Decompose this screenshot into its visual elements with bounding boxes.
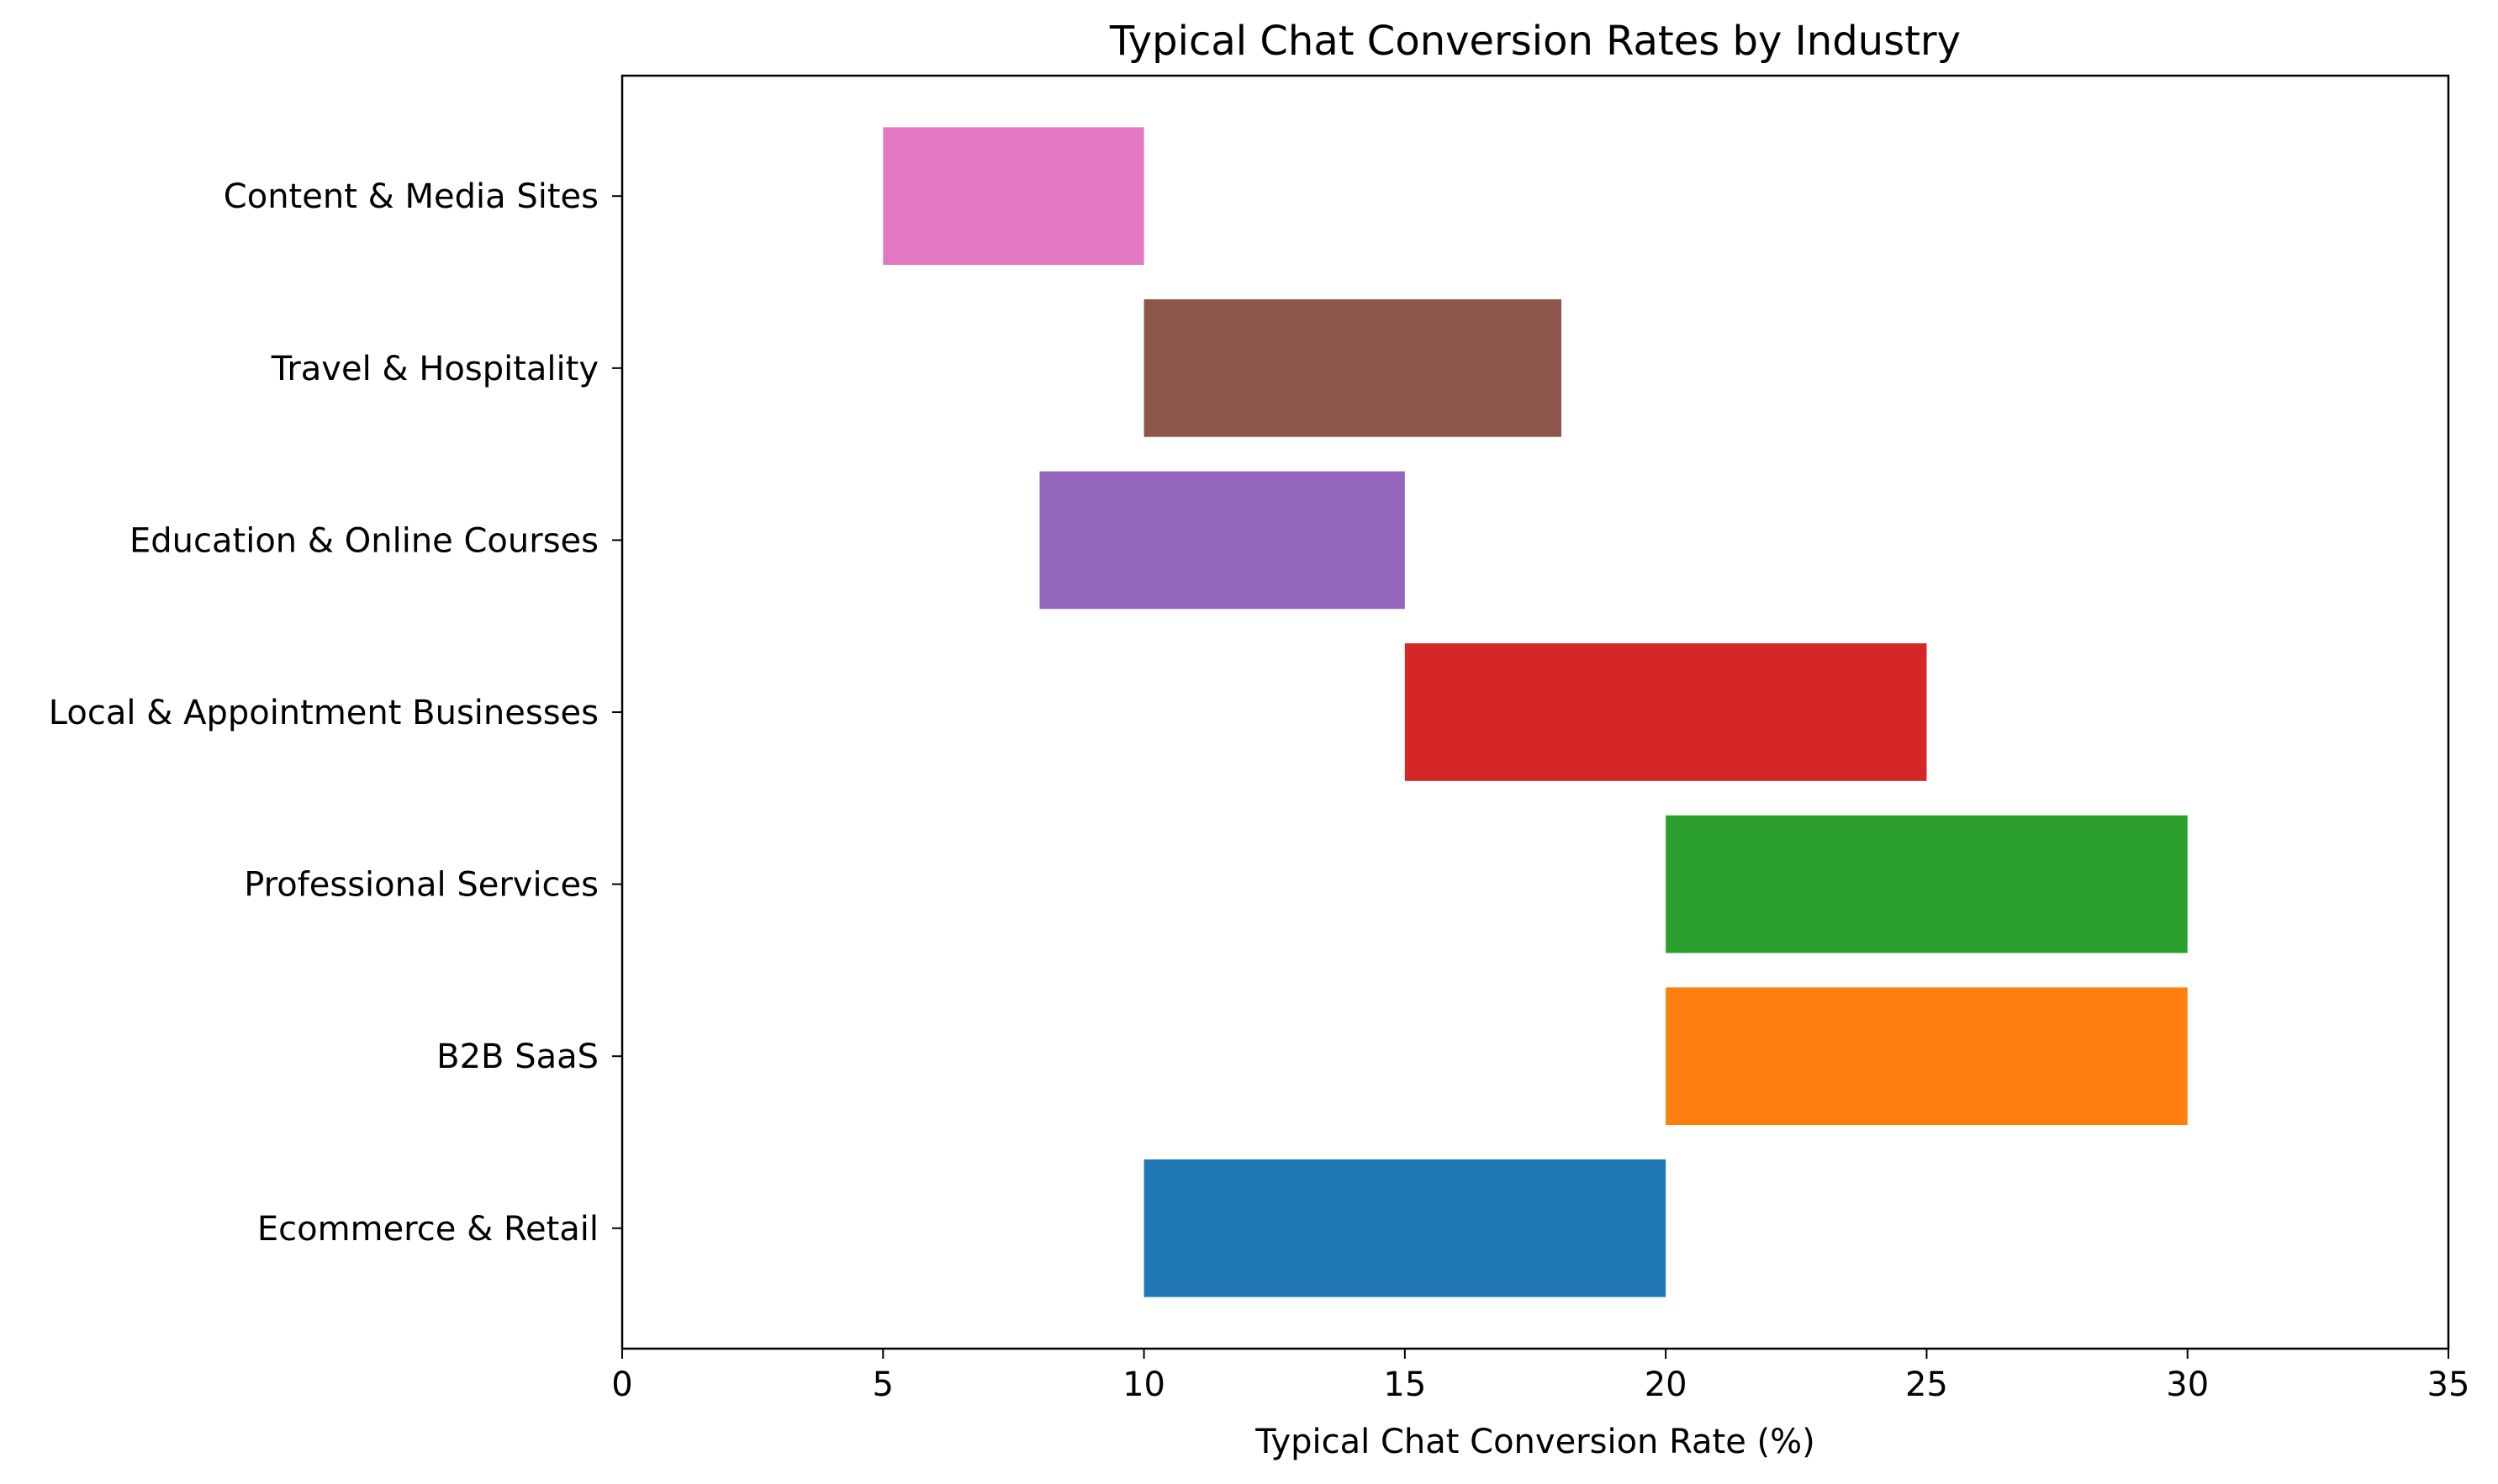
- x-tick-label: 35: [2427, 1365, 2470, 1404]
- x-tick-label: 15: [1383, 1365, 1426, 1404]
- y-tick-label: B2B SaaS: [436, 1038, 599, 1076]
- bar-ecommerce-retail: [1143, 1159, 1666, 1297]
- y-tick-label: Travel & Hospitality: [271, 350, 599, 388]
- bar-travel-hospitality: [1143, 298, 1562, 437]
- bar-professional-services: [1666, 815, 2188, 953]
- x-tick-label: 20: [1645, 1365, 1687, 1404]
- bar-b2b-saas: [1666, 987, 2188, 1126]
- y-tick-label: Local & Appointment Businesses: [49, 694, 599, 732]
- x-tick-label: 25: [1905, 1365, 1948, 1404]
- bar-education-online-courses: [1039, 471, 1405, 610]
- x-tick-label: 0: [611, 1365, 632, 1404]
- y-tick-label: Ecommerce & Retail: [257, 1210, 599, 1249]
- y-tick-label: Education & Online Courses: [129, 521, 599, 560]
- x-axis-ticks: 0 5 10 15 20 25 30 35: [611, 1349, 2469, 1404]
- bar-local-appointment-businesses: [1404, 643, 1927, 781]
- x-tick-label: 30: [2166, 1365, 2209, 1404]
- bar-content-media-sites: [883, 127, 1144, 266]
- bars-layer: [883, 127, 2188, 1297]
- x-tick-label: 10: [1122, 1365, 1165, 1404]
- y-axis-ticks: Ecommerce & Retail B2B SaaS Professional S…: [49, 177, 622, 1249]
- x-axis-title: Typical Chat Conversion Rate (%): [1254, 1423, 1815, 1461]
- y-tick-label: Content & Media Sites: [224, 177, 599, 216]
- chart-title: Typical Chat Conversion Rates by Industr…: [1109, 18, 1961, 65]
- plot-frame: [621, 74, 2450, 1350]
- y-tick-label: Professional Services: [244, 866, 599, 905]
- x-tick-label: 5: [873, 1365, 894, 1404]
